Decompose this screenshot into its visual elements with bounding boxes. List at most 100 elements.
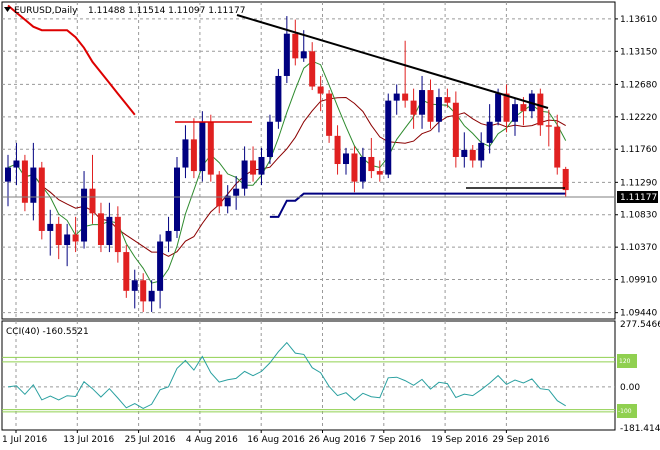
candle <box>64 223 71 267</box>
candle <box>89 154 96 224</box>
candle <box>258 147 265 186</box>
candle <box>165 216 172 253</box>
candle-body <box>537 93 544 126</box>
candle <box>486 104 493 154</box>
candle-body <box>72 234 79 242</box>
cci-value-axis: 277.5466 0.00 -181.414 <box>620 320 660 434</box>
price-tick-label: 1.12680 <box>620 80 657 90</box>
candle-body <box>512 104 518 122</box>
price-tick-label: 1.09910 <box>620 276 657 286</box>
candle <box>21 154 28 212</box>
main-grid <box>2 2 615 319</box>
trailing-support-navy-line <box>269 192 566 218</box>
candle-body <box>199 121 206 172</box>
candle-body <box>410 100 417 115</box>
descending-trendline[interactable] <box>236 14 549 109</box>
candle <box>326 90 333 143</box>
candle-body <box>300 51 307 59</box>
candle-body <box>478 142 485 161</box>
candle <box>385 93 392 179</box>
candle-body <box>55 223 62 246</box>
candle-body <box>47 223 54 231</box>
candle-body <box>503 93 510 122</box>
candle <box>512 98 518 136</box>
candle <box>368 137 375 179</box>
candle <box>266 114 273 165</box>
candle-body <box>140 280 147 302</box>
candle <box>275 68 282 129</box>
price-tick-label: 1.13610 <box>620 15 657 25</box>
candle <box>343 147 349 175</box>
svg-text:120: 120 <box>619 358 631 365</box>
candle <box>148 280 155 312</box>
candle <box>199 111 206 182</box>
candle-body <box>97 213 104 246</box>
candle <box>241 146 248 196</box>
candle <box>435 88 442 133</box>
candle-body <box>30 167 37 203</box>
price-tick-label: 1.09440 <box>620 309 657 319</box>
candle <box>469 145 476 168</box>
candle <box>478 132 485 168</box>
candle <box>554 114 561 175</box>
date-tick-label: 25 Jul 2016 <box>125 435 176 445</box>
candle-body <box>452 102 459 157</box>
candle <box>207 114 214 182</box>
candle-body <box>123 252 130 291</box>
date-tick-label: 7 Sep 2016 <box>370 435 422 445</box>
candle-body <box>326 93 333 136</box>
candle <box>309 42 316 91</box>
candle-body <box>520 104 527 112</box>
candle-body <box>343 153 349 165</box>
candle-body <box>351 153 358 182</box>
candle-body <box>174 167 180 231</box>
candle-body <box>283 33 290 76</box>
candle <box>452 91 459 168</box>
candle <box>461 132 468 168</box>
candle-body <box>157 241 164 291</box>
date-tick-label: 13 Jul 2016 <box>63 435 114 445</box>
candle-body <box>216 174 223 207</box>
svg-text:1.11177: 1.11177 <box>620 193 657 203</box>
candle <box>351 146 358 193</box>
collapse-triangle-icon[interactable] <box>4 7 11 12</box>
candle <box>283 16 290 84</box>
candle <box>224 185 231 214</box>
svg-text:-100: -100 <box>618 408 632 415</box>
price-tick-label: 1.10830 <box>620 211 657 221</box>
candle-body <box>233 188 240 196</box>
candle <box>30 142 37 221</box>
candle-body <box>562 168 569 191</box>
candle <box>140 273 147 312</box>
price-tick-label: 1.12220 <box>620 113 657 123</box>
candle <box>317 75 324 112</box>
candle <box>157 234 164 309</box>
candle-body <box>13 160 20 168</box>
candle-body <box>258 156 265 175</box>
candle-body <box>427 90 434 122</box>
current-price-box: 1.11177 <box>617 191 658 203</box>
candle <box>503 84 510 133</box>
cci-tick-label: 0.00 <box>620 383 640 393</box>
cci-plot-area[interactable] <box>1 320 616 431</box>
candle <box>47 209 54 256</box>
date-tick-label: 16 Aug 2016 <box>247 435 305 445</box>
candle-body <box>444 97 451 103</box>
candle-body <box>385 100 392 175</box>
candle <box>38 161 45 240</box>
candle-body <box>359 156 366 182</box>
candle <box>545 109 552 147</box>
candle-body <box>334 135 341 165</box>
candle <box>13 142 20 186</box>
candle <box>72 216 79 253</box>
candle <box>106 202 113 253</box>
candle-body <box>317 86 324 94</box>
candle-body <box>275 75 282 122</box>
candle-body <box>114 216 121 253</box>
cci-tick-label: 277.5466 <box>620 320 660 330</box>
main-plot-area[interactable] <box>1 1 616 320</box>
candle <box>216 171 223 214</box>
candle <box>495 88 502 126</box>
candle <box>81 171 88 249</box>
candle <box>393 84 400 115</box>
